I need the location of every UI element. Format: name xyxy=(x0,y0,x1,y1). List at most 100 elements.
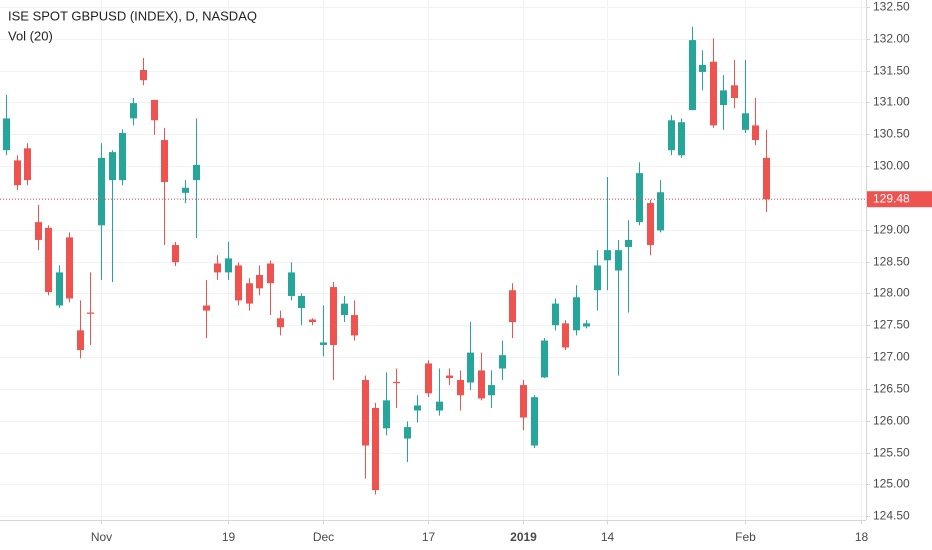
x-tick-label: Dec xyxy=(313,530,334,544)
y-tick-label: 127.00 xyxy=(873,350,910,364)
candle-body xyxy=(193,164,200,181)
y-tick-label: 126.50 xyxy=(873,382,910,396)
candle-body xyxy=(330,287,337,345)
candle-body xyxy=(604,250,611,261)
candle-body xyxy=(351,315,358,336)
candle-body xyxy=(583,323,590,327)
candle-body xyxy=(172,245,179,263)
candle-body xyxy=(425,363,432,394)
chart-title: ISE SPOT GBPUSD (INDEX), D, NASDAQ xyxy=(8,8,257,23)
candle-body xyxy=(140,70,147,81)
x-tick-label: 19 xyxy=(222,530,236,544)
y-tick-label: 125.50 xyxy=(873,446,910,460)
candle-body xyxy=(320,342,327,345)
y-tick-label: 130.50 xyxy=(873,127,910,141)
candle-body xyxy=(45,227,52,293)
candle-body xyxy=(647,203,654,246)
y-tick-label: 132.00 xyxy=(873,32,910,46)
candles xyxy=(3,26,770,495)
candle-body xyxy=(562,323,569,348)
y-tick-label: 128.00 xyxy=(873,286,910,300)
candle-body xyxy=(182,187,189,193)
candle-body xyxy=(14,160,21,186)
candle-body xyxy=(383,400,390,429)
candle-body xyxy=(731,85,738,99)
candle-body xyxy=(710,61,717,126)
y-tick-label: 127.50 xyxy=(873,318,910,332)
candle-body xyxy=(752,125,759,141)
candle-body xyxy=(161,140,168,183)
candle-body xyxy=(763,157,770,200)
candle-body xyxy=(520,385,527,418)
candle-body xyxy=(625,239,632,247)
y-tick-label: 129.00 xyxy=(873,223,910,237)
y-tick-label: 131.00 xyxy=(873,95,910,109)
candle-body xyxy=(499,355,506,369)
candle-body xyxy=(467,352,474,383)
last-price-label: 129.48 xyxy=(873,191,910,205)
candle-body xyxy=(594,265,601,291)
candle-body xyxy=(509,290,516,323)
candle-body xyxy=(636,173,643,223)
candle-body xyxy=(552,303,559,326)
candle-body xyxy=(109,152,116,181)
candle-body xyxy=(657,192,664,231)
candle-body xyxy=(288,272,295,296)
candle-body xyxy=(531,397,538,446)
candle-body xyxy=(56,272,63,306)
y-tick-label: 131.50 xyxy=(873,64,910,78)
candle-body xyxy=(214,263,221,273)
candle-body xyxy=(699,64,706,72)
candle-body xyxy=(341,303,348,316)
candle-body xyxy=(277,318,284,328)
y-tick-label: 128.50 xyxy=(873,255,910,269)
last-price-box xyxy=(867,191,932,208)
candle-body xyxy=(541,340,548,378)
y-tick-label: 132.50 xyxy=(873,0,910,14)
candle-body xyxy=(372,407,379,491)
candle-body xyxy=(446,375,453,379)
candle-body xyxy=(3,118,10,151)
candle-body xyxy=(246,283,253,304)
x-tick-label: Nov xyxy=(91,530,112,544)
candle-body xyxy=(436,401,443,411)
y-tick-label: 130.00 xyxy=(873,159,910,173)
y-tick-label: 125.00 xyxy=(873,477,910,491)
x-tick-label: Feb xyxy=(735,530,756,544)
candle-body xyxy=(119,133,126,181)
x-tick-label: 2019 xyxy=(510,530,537,544)
candle-body xyxy=(298,295,305,309)
candle-body xyxy=(87,312,94,314)
candle-body xyxy=(678,122,685,156)
candle-body xyxy=(77,330,84,351)
candle-body xyxy=(414,405,421,411)
candle-body xyxy=(573,297,580,331)
candle-body xyxy=(309,319,316,323)
candle-body xyxy=(689,40,696,111)
y-tick-label: 126.00 xyxy=(873,414,910,428)
candle-body xyxy=(393,381,400,384)
candle-body xyxy=(668,120,675,151)
candle-body xyxy=(478,370,485,399)
candle-body xyxy=(203,305,210,311)
candle-body xyxy=(24,148,31,181)
x-tick-label: 14 xyxy=(601,530,615,544)
indicator-label: Vol (20) xyxy=(8,28,53,43)
candle-body xyxy=(225,258,232,273)
candle-body xyxy=(615,250,622,271)
candle-body xyxy=(235,265,242,301)
x-tick-label: 18 xyxy=(855,530,869,544)
candle-body xyxy=(130,103,137,119)
candle-body xyxy=(720,90,727,106)
candle-body xyxy=(488,385,495,396)
candle-body xyxy=(256,274,263,289)
candle-body xyxy=(267,263,274,284)
y-tick-label: 124.50 xyxy=(873,509,910,523)
candle-body xyxy=(362,379,369,446)
candle-body xyxy=(66,237,73,299)
candle-body xyxy=(98,157,105,226)
x-tick-label: 17 xyxy=(422,530,436,544)
candle-body xyxy=(457,379,464,396)
